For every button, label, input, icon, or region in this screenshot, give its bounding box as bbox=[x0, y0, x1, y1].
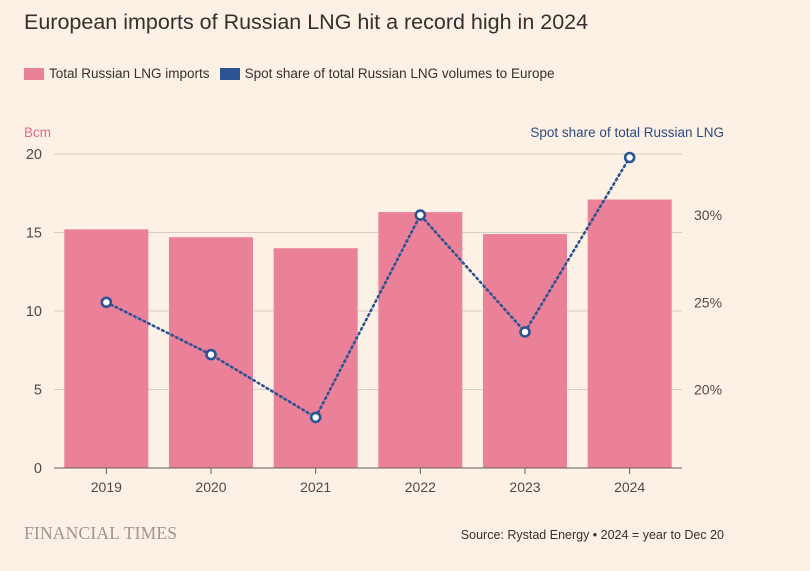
left-tick-label: 0 bbox=[34, 461, 42, 477]
bar-2019 bbox=[64, 229, 149, 468]
source-note: Source: Rystad Energy • 2024 = year to D… bbox=[460, 528, 724, 542]
x-tick-label-2019: 2019 bbox=[91, 479, 122, 495]
bar-2023 bbox=[483, 234, 567, 468]
x-tick-label-2021: 2021 bbox=[300, 479, 331, 495]
left-tick-label: 20 bbox=[26, 147, 42, 163]
bar-2021 bbox=[273, 248, 358, 468]
bars bbox=[64, 199, 672, 468]
legend-label-imports: Total Russian LNG imports bbox=[49, 66, 210, 81]
spot-share-polyline bbox=[105, 156, 631, 420]
x-tick-label-2023: 2023 bbox=[509, 479, 540, 495]
chart-title: European imports of Russian LNG hit a re… bbox=[24, 10, 589, 34]
bar-2024 bbox=[587, 199, 672, 468]
right-axis-label: Spot share of total Russian LNG bbox=[530, 125, 724, 140]
gridlines bbox=[54, 153, 682, 390]
bar-2022 bbox=[378, 212, 463, 468]
x-tick-label-2022: 2022 bbox=[405, 479, 436, 495]
legend-swatch-imports bbox=[24, 67, 44, 80]
legend-item-spot-share: Spot share of total Russian LNG volumes … bbox=[219, 66, 555, 81]
right-tick-label: 20% bbox=[694, 382, 722, 398]
spot-share-line bbox=[100, 151, 636, 424]
legend-swatch-spot-share bbox=[219, 67, 240, 80]
spot-share-point-2024 bbox=[623, 151, 636, 164]
left-tick-label: 5 bbox=[34, 383, 42, 399]
left-tick-label: 15 bbox=[26, 226, 42, 242]
x-tick-label-2024: 2024 bbox=[614, 479, 645, 495]
spot-share-point-2019 bbox=[100, 296, 113, 309]
spot-share-point-2020 bbox=[205, 348, 217, 361]
right-tick-label: 30% bbox=[694, 207, 722, 223]
spot-share-point-2023 bbox=[519, 326, 531, 338]
legend-item-imports: Total Russian LNG imports bbox=[24, 66, 210, 81]
spot-share-point-2022 bbox=[414, 209, 427, 221]
spot-share-point-2021 bbox=[309, 411, 322, 424]
left-axis-unit-label: Bcm bbox=[24, 125, 51, 140]
ft-logo: FINANCIAL TIMES bbox=[24, 523, 178, 543]
x-tick-label-2020: 2020 bbox=[195, 479, 226, 495]
right-tick-label: 25% bbox=[694, 294, 722, 310]
left-tick-label: 10 bbox=[26, 304, 42, 320]
legend-label-spot-share: Spot share of total Russian LNG volumes … bbox=[244, 66, 555, 81]
legend: Total Russian LNG imports Spot share of … bbox=[24, 66, 564, 81]
axes: Bcm Spot share of total Russian LNG 0 5 10 15… bbox=[24, 125, 724, 495]
